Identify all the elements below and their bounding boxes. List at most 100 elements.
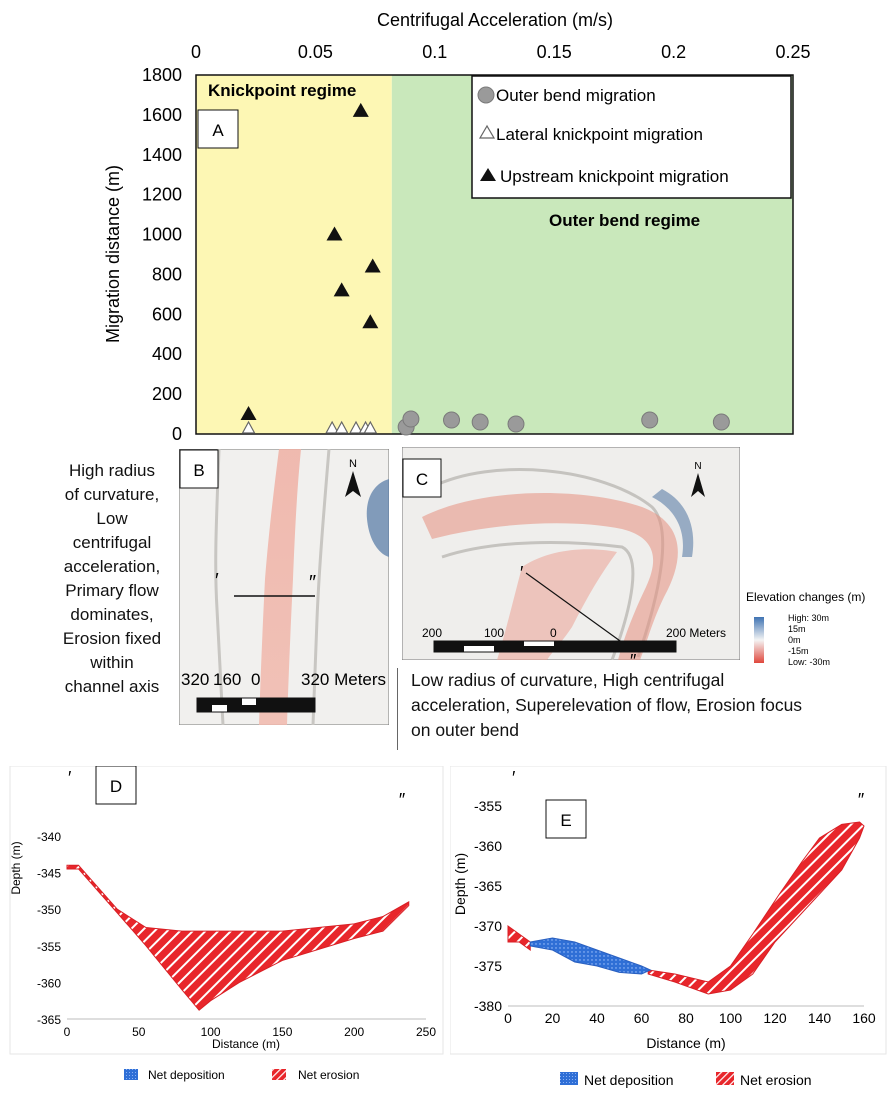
x-tick-label: 160 [852,1010,876,1026]
profile-e-x-title: Distance (m) [646,1035,725,1051]
profile-d-chart: ′ ″ D 0 50 100 150 200 250 -340 -345 -350 -355 -36… [9,766,444,1055]
erosion-polygon [507,925,531,951]
map-b-scale-320: 320 [181,670,209,689]
outer-bend-point [443,411,461,429]
x-tick-label: 0.05 [298,42,333,62]
lateral-knickpoint-point [334,420,349,434]
elevation-legend: Elevation changes (m) High: 30m 15m 0m -… [746,590,865,667]
upstream-knickpoint-point [326,226,343,241]
lateral-knickpoint-point [241,420,256,434]
x-axis-ticks: 0 0.05 0.1 0.15 0.2 0.25 [191,42,811,62]
description-b-line: dominates, [70,605,154,624]
profile-e-marker-right: ″ [857,790,864,810]
x-tick-label: 0.15 [537,42,572,62]
legend-outer-bend: Outer bend migration [496,86,656,105]
map-c-scale-bar [433,640,677,653]
north-arrow-icon [345,471,361,497]
x-tick-label: 120 [763,1010,787,1026]
map-b-label: B [193,461,204,480]
panel-a-label: A [212,121,224,140]
x-tick-label: 0.25 [775,42,810,62]
description-c-line: on outer bend [411,720,520,740]
elevation-color-ramp [754,617,764,663]
legend-filled-triangle-marker [480,168,496,181]
x-tick-label: 140 [808,1010,832,1026]
map-b-deposition-patch [366,479,389,557]
x-tick-label: 50 [132,1025,146,1039]
map-c-marker-right: ″ [630,651,637,660]
y-axis-title: Migration distance (m) [103,165,123,343]
lateral-knickpoint-point [363,420,378,434]
elev-label-0: 0m [788,635,801,645]
y-tick-label: 800 [152,264,182,284]
map-b-north-arrow: N [345,458,361,497]
description-b-line: Low [96,509,128,528]
map-b-scale-160: 160 [213,670,241,689]
map-b: N ′ ″ B 320 160 0 320 Meters [179,449,389,725]
map-b-bank-left [214,449,225,725]
legend-lateral-knickpoint: Lateral knickpoint migration [496,125,703,144]
legend-upstream-knickpoint: Upstream knickpoint migration [500,167,729,186]
map-b-label-box [179,449,219,489]
profile-d-label: D [110,777,122,796]
description-b-line: of curvature, [64,485,160,504]
erosion-polygon [647,821,865,995]
map-c-marker-left: ′ [520,563,524,583]
profile-e-chart: ′ ″ E 0 20 40 60 80 100 120 140 160 -355 -360 -365 -… [450,766,887,1055]
description-c-line: acceleration, Superelevation of flow, Er… [411,695,803,715]
map-c-north-label: N [694,461,701,472]
y-tick-label: 400 [152,344,182,364]
map-c: N ′ ″ C 200 100 0 200 Meters [402,447,740,660]
outer-bend-regime-label: Outer bend regime [549,211,700,230]
map-c-scale-0: 0 [550,626,557,640]
x-tick-label: 250 [416,1025,436,1039]
y-tick-label: 1000 [142,225,182,245]
map-b-marker-left: ′ [215,570,219,592]
legend-erosion-swatch [716,1072,734,1085]
y-tick-label: -355 [474,798,502,814]
legend-erosion-label: Net erosion [298,1068,359,1082]
map-c-channel-lower [497,549,617,660]
outer-bend-point [641,411,659,429]
map-c-bank-inner [441,541,635,660]
profile-d-erosion-area [66,864,410,1011]
description-b-line: Erosion fixed [62,629,162,648]
y-tick-label: -360 [474,838,502,854]
map-c-channel [422,493,678,660]
map-b-scale-bar [196,697,316,713]
elev-label-15: 15m [788,624,806,634]
map-b-bank-right [311,449,331,725]
map-c-deposition-patch [652,489,694,557]
profile-e-label: E [560,811,571,830]
description-b-line: channel axis [64,677,160,696]
elevation-legend-title: Elevation changes (m) [746,590,865,604]
upstream-knickpoint-point [333,282,350,297]
profile-d-frame [9,766,444,1055]
y-axis-ticks: 0 200 400 600 800 1000 1200 1400 1600 1800 [142,65,182,444]
y-tick-label: -360 [37,976,61,990]
outer-bend-point [712,413,730,431]
legend-deposition-label: Net deposition [584,1072,674,1088]
upstream-knickpoint-point [352,102,369,117]
y-tick-label: -345 [37,867,61,881]
profile-d-marker-right: ″ [398,790,405,810]
legend-erosion-swatch [272,1069,286,1080]
map-b-scale-0: 0 [251,670,260,689]
upstream-knickpoint-point [240,406,257,421]
y-tick-label: 600 [152,304,182,324]
y-tick-label: -340 [37,830,61,844]
y-tick-label: 200 [152,384,182,404]
y-tick-label: 1600 [142,105,182,125]
description-c: Low radius of curvature, High centrifuga… [411,668,889,743]
legend-deposition-swatch [560,1072,578,1085]
profile-e-legend: Net deposition Net erosion [560,1072,812,1088]
lateral-knickpoint-point [325,420,340,434]
outer-bend-point [471,413,489,431]
y-tick-label: -365 [474,878,502,894]
legend-box [471,75,792,199]
map-c-scale-meters: 200 Meters [666,626,726,640]
y-tick-label: -370 [474,918,502,934]
outer-bend-point [507,415,525,433]
elev-label-low: Low: -30m [788,657,830,667]
north-arrow-icon [691,473,705,497]
